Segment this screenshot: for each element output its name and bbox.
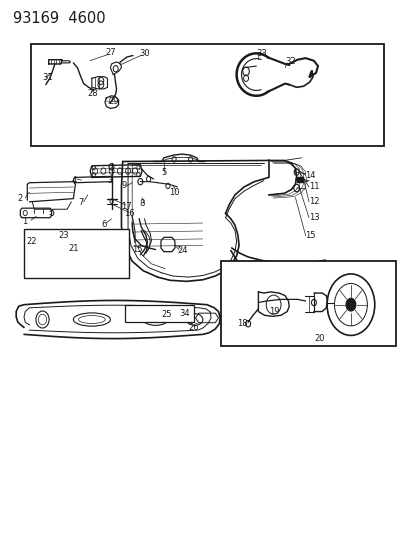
Text: 18: 18 [236,319,247,328]
Bar [221,261,395,346]
Text: 12: 12 [308,197,319,206]
Text: 7: 7 [78,198,84,207]
Text: 5: 5 [161,168,166,177]
Text: 19: 19 [268,307,278,316]
Text: 25: 25 [161,310,171,319]
Text: 15: 15 [132,245,142,254]
Text: 8: 8 [139,199,145,208]
Text: 6: 6 [101,220,106,229]
Text: 21: 21 [68,244,78,253]
Text: 10: 10 [169,188,179,197]
Text: 34: 34 [178,309,189,318]
Text: 23: 23 [58,231,69,240]
Bar [31,44,383,146]
Text: 1: 1 [22,217,27,226]
Bar [24,229,128,278]
Text: 27: 27 [105,49,115,58]
Text: 4: 4 [71,175,76,184]
Text: 31: 31 [43,72,53,82]
Text: 13: 13 [308,213,319,222]
Text: 15: 15 [304,231,315,240]
Text: 14: 14 [304,171,315,180]
Circle shape [345,298,355,311]
Text: 26: 26 [188,323,199,332]
Text: 17: 17 [120,201,131,211]
Text: 32: 32 [285,58,295,66]
Text: 9: 9 [121,181,126,190]
Text: 3: 3 [107,175,113,184]
Bar [124,305,193,322]
Text: 11: 11 [308,182,319,191]
Text: 30: 30 [139,49,150,58]
Text: 33: 33 [256,49,266,58]
Text: 20: 20 [313,334,324,343]
Text: 24: 24 [177,246,188,255]
Text: 2: 2 [17,194,22,203]
Bar [296,177,302,182]
Text: 16: 16 [123,209,134,218]
Text: 22: 22 [26,237,36,246]
Text: 29: 29 [108,96,119,106]
Text: 93169  4600: 93169 4600 [13,11,105,26]
Text: 28: 28 [88,89,98,98]
